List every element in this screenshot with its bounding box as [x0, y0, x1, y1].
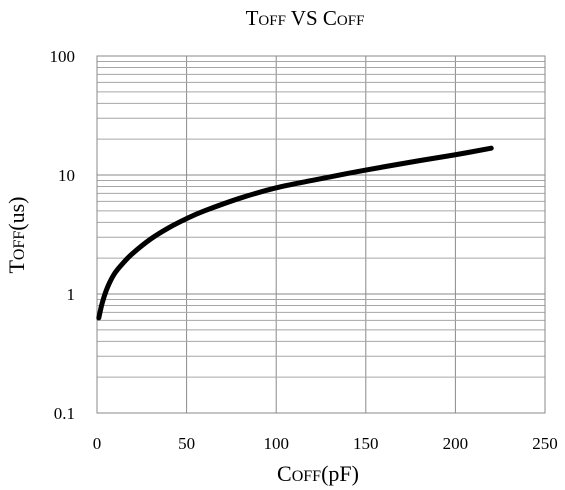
- chart-title-main2: C: [323, 6, 337, 30]
- tick-labels: 0 50 100 150 200 250 0.1 1 10 100: [50, 47, 558, 453]
- x-tick-label: 0: [93, 434, 102, 453]
- chart-title-sub2: OFF: [337, 13, 365, 29]
- series-layer: [96, 145, 494, 321]
- x-axis-label-main: C: [277, 461, 292, 486]
- x-tick-label: 250: [532, 434, 558, 453]
- chart-title-mid: VS: [286, 6, 323, 30]
- y-axis-label-rest: (us): [4, 196, 29, 230]
- x-axis-label-rest: (pF): [321, 461, 359, 486]
- series-line-toff: [96, 145, 494, 321]
- x-tick-label: 50: [178, 434, 195, 453]
- y-tick-label: 100: [50, 47, 76, 66]
- x-axis-label: COFF(pF): [277, 461, 359, 486]
- y-tick-label: 10: [58, 166, 75, 185]
- x-axis-label-sub: OFF: [292, 468, 321, 485]
- y-axis-label-sub: OFF: [11, 231, 28, 260]
- x-tick-label: 100: [263, 434, 289, 453]
- y-axis-label: TOFF(us): [4, 196, 29, 273]
- plot-area-frame: [96, 55, 546, 414]
- y-tick-label: 1: [67, 285, 76, 304]
- chart-title-main: T: [246, 6, 259, 30]
- y-tick-label: 0.1: [54, 404, 75, 423]
- y-axis-label-main: T: [4, 260, 29, 274]
- grid-lines: [96, 55, 546, 414]
- x-tick-label: 150: [353, 434, 379, 453]
- x-tick-label: 200: [443, 434, 469, 453]
- chart-title-sub: OFF: [258, 13, 286, 29]
- chart-title: TOFF VS COFF: [246, 6, 365, 30]
